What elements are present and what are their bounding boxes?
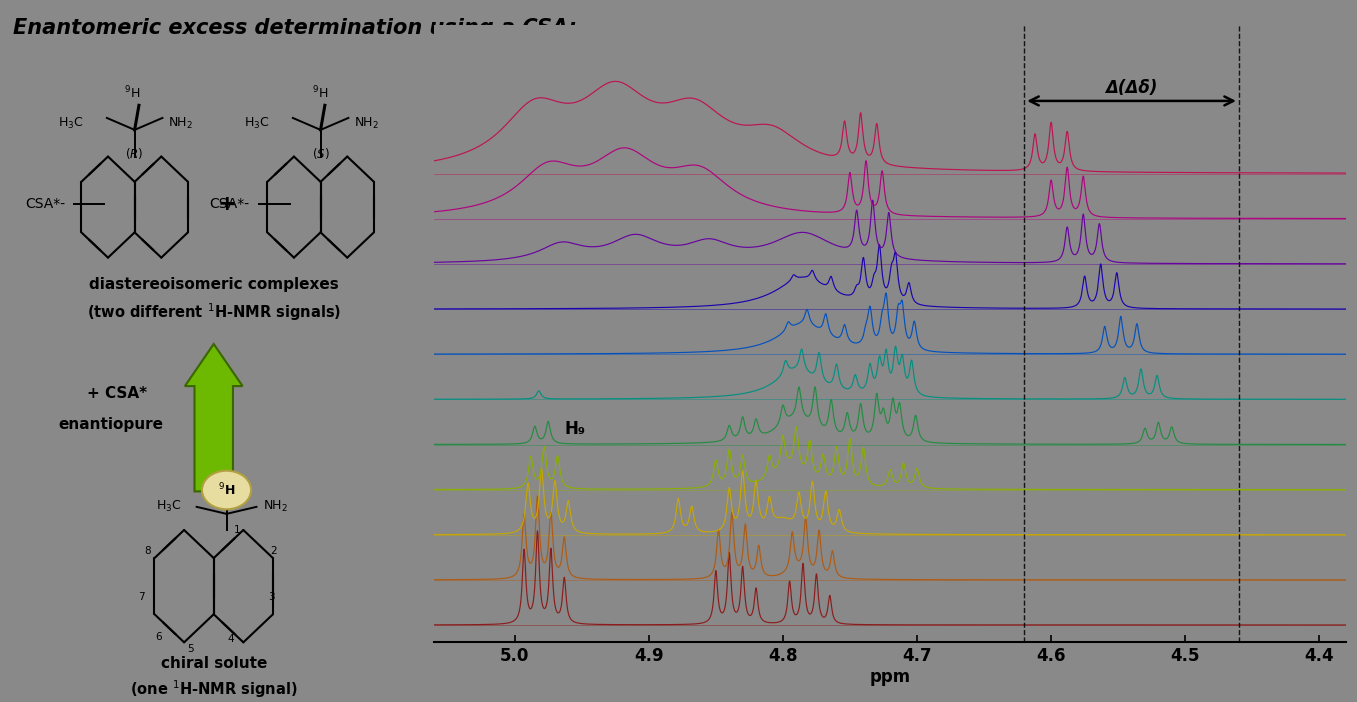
Text: $(R)$: $(R)$ [125, 146, 144, 161]
Text: (two different $^1$H-NMR signals): (two different $^1$H-NMR signals) [87, 302, 341, 323]
Text: CSA*-: CSA*- [26, 197, 65, 211]
Text: H₉: H₉ [565, 420, 586, 437]
Text: enantiopure: enantiopure [58, 417, 164, 432]
Text: 7: 7 [138, 592, 144, 602]
Text: diastereoisomeric complexes: diastereoisomeric complexes [88, 277, 339, 292]
Text: 5: 5 [187, 644, 194, 654]
Text: H$_3$C: H$_3$C [58, 116, 83, 131]
Text: Δ(Δδ): Δ(Δδ) [1106, 79, 1158, 97]
X-axis label: ppm: ppm [870, 668, 911, 686]
Text: NH$_2$: NH$_2$ [354, 116, 379, 131]
Text: 4: 4 [228, 634, 235, 644]
Text: $^9$H: $^9$H [218, 482, 235, 498]
Ellipse shape [202, 470, 251, 510]
Text: chiral solute: chiral solute [160, 656, 267, 671]
Text: 3: 3 [269, 592, 274, 602]
Text: $(S)$: $(S)$ [312, 146, 330, 161]
Text: (one $^1$H-NMR signal): (one $^1$H-NMR signal) [130, 679, 297, 700]
Text: H$_3$C: H$_3$C [244, 116, 269, 131]
Text: $^9$H: $^9$H [312, 84, 328, 101]
Text: Enantomeric excess determination using a CSA:: Enantomeric excess determination using a… [12, 18, 577, 37]
Text: +: + [217, 194, 236, 213]
Text: NH$_2$: NH$_2$ [168, 116, 193, 131]
Text: H$_3$C: H$_3$C [156, 499, 182, 515]
Text: $^9$H: $^9$H [125, 84, 141, 101]
Text: CSA*-: CSA*- [209, 197, 250, 211]
Text: + CSA*: + CSA* [87, 385, 148, 401]
Text: 6: 6 [155, 633, 161, 642]
Text: NH$_2$: NH$_2$ [263, 499, 288, 515]
Text: 2: 2 [270, 546, 277, 556]
FancyArrow shape [185, 344, 243, 491]
Text: 8: 8 [144, 546, 151, 556]
Text: 1: 1 [233, 525, 240, 535]
